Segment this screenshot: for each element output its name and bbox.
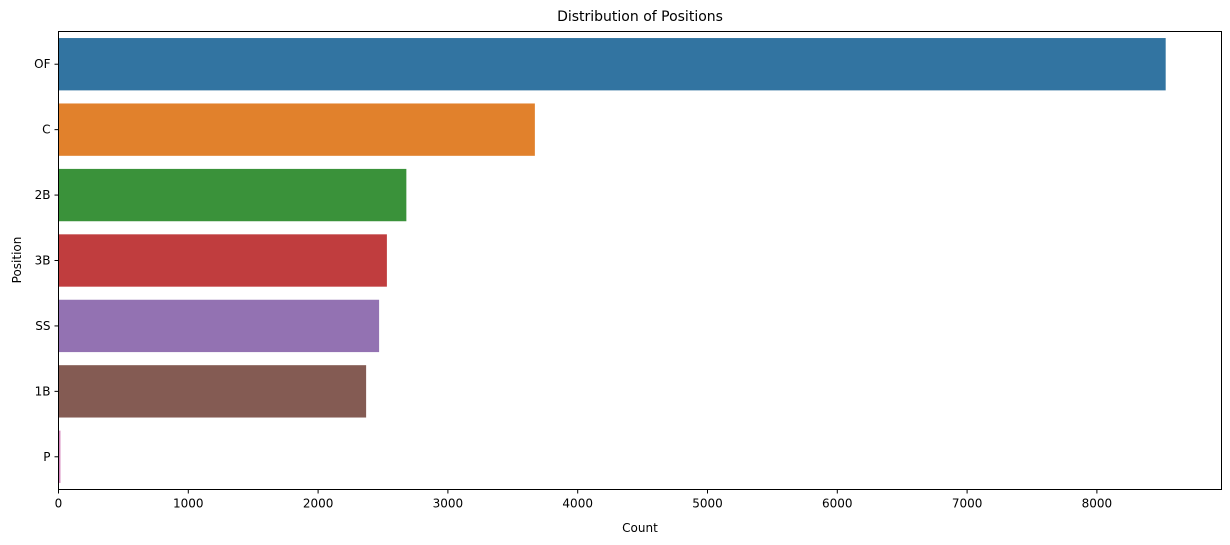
chart-title: Distribution of Positions [557, 9, 723, 25]
y-tick-label: SS [35, 319, 50, 333]
y-tick-label: 2B [35, 188, 51, 202]
bar-c [58, 103, 535, 156]
x-tick-label: 0 [55, 497, 63, 511]
bar-of [58, 38, 1166, 91]
bar-2b [58, 168, 407, 222]
y-tick-label: 3B [35, 254, 51, 268]
bar-ss [58, 299, 380, 353]
y-axis-label: Position [10, 237, 24, 284]
bar-p [58, 430, 61, 483]
y-axis: OF C 2B 3B SS 1B P [34, 57, 59, 464]
x-tick-label: 3000 [433, 497, 464, 511]
x-axis: 0 1000 2000 3000 4000 5000 6000 7000 8000 [55, 489, 1113, 511]
y-tick-label: P [43, 450, 50, 464]
x-tick-label: 1000 [173, 497, 204, 511]
bar-1b [58, 365, 367, 418]
x-tick-label: 5000 [692, 497, 723, 511]
y-tick-label: 1B [35, 384, 51, 398]
bars [58, 38, 1166, 483]
x-tick-label: 6000 [822, 497, 853, 511]
x-tick-label: 4000 [562, 497, 593, 511]
x-axis-label: Count [622, 521, 658, 535]
x-tick-label: 2000 [303, 497, 334, 511]
plot-frame [58, 31, 1222, 490]
bar-3b [58, 234, 387, 287]
x-tick-label: 8000 [1082, 497, 1113, 511]
y-tick-label: C [42, 123, 50, 137]
x-tick-label: 7000 [952, 497, 983, 511]
y-tick-label: OF [34, 57, 50, 71]
